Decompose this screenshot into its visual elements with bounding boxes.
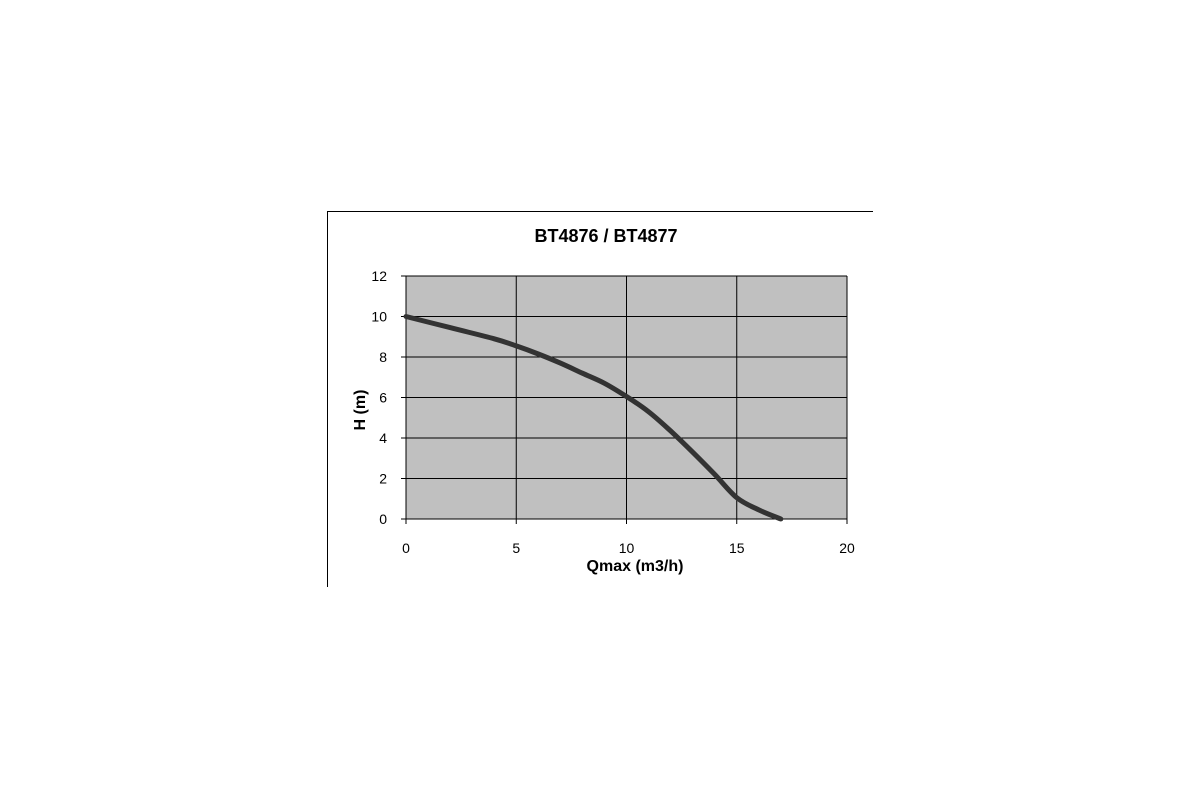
y-tick-label: 0 — [379, 511, 387, 527]
x-tick-label: 20 — [839, 540, 855, 556]
y-tick-label: 6 — [379, 390, 387, 406]
y-tick-label: 8 — [379, 349, 387, 365]
x-axis-label: Qmax (m3/h) — [587, 558, 684, 575]
y-tick-label: 10 — [371, 309, 387, 325]
x-tick-label: 0 — [402, 540, 410, 556]
y-tick-label: 4 — [379, 430, 387, 446]
y-axis-label: H (m) — [352, 390, 369, 431]
x-tick-label: 5 — [512, 540, 520, 556]
x-tick-label: 10 — [619, 540, 635, 556]
chart-title: BT4876 / BT4877 — [534, 226, 677, 246]
y-tick-label: 2 — [379, 471, 387, 487]
y-tick-label: 12 — [371, 268, 387, 284]
x-tick-label: 15 — [729, 540, 745, 556]
